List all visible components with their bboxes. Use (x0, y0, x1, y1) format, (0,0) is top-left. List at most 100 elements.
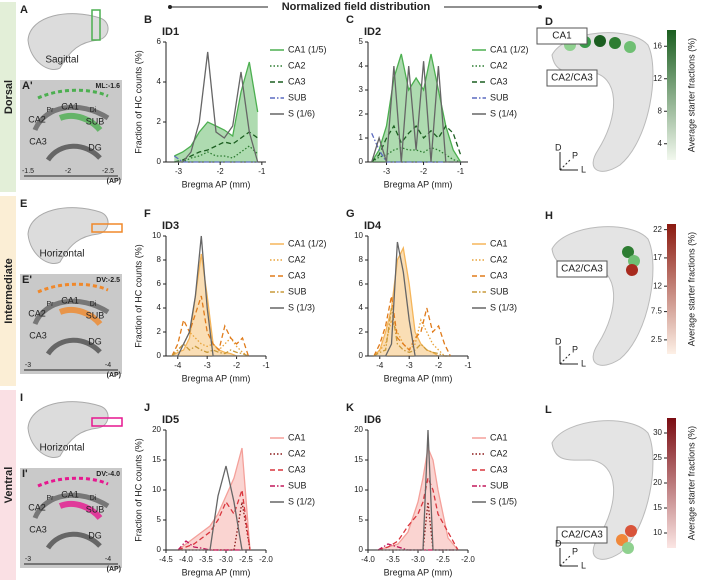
y-tick-label: 2 (359, 327, 364, 336)
x-tick-label: -3 (204, 361, 212, 370)
colorbar-title: Average starter fractions (%) (686, 232, 696, 346)
y-tick-label: 3 (359, 85, 364, 94)
y-tick-label: 10 (152, 485, 161, 494)
series-line (177, 540, 250, 551)
series-line (174, 145, 259, 163)
legend-label: S (1/4) (490, 108, 517, 118)
panel-letter: I' (22, 468, 28, 480)
arc-dots (37, 88, 109, 100)
x-tick-label: -3.5 (386, 555, 400, 564)
callout-box (556, 526, 608, 544)
series-line (171, 343, 249, 357)
y-tick-label: 0 (157, 545, 162, 554)
legend-label: CA3 (490, 464, 508, 474)
legend-label: S (1/6) (288, 108, 315, 118)
region-label: Di (90, 107, 97, 114)
x-tick-label: -1 (464, 361, 472, 370)
panel-letter: B (144, 14, 152, 26)
legend-label: CA2 (490, 60, 508, 70)
x-tick-label: -3.5 (199, 555, 213, 564)
callout-box (556, 260, 608, 278)
y-tick-label: 0 (157, 351, 162, 360)
section-tick: -2 (65, 168, 71, 175)
axis-label: L (581, 358, 586, 368)
y-axis-label: Fraction of HC counts (%) (133, 244, 143, 348)
legend-label: CA2 (490, 254, 508, 264)
legend-label: S (1/5) (490, 496, 517, 506)
y-axis-label: Fraction of HC counts (%) (133, 438, 143, 542)
colorbar (667, 30, 676, 160)
callout-box (536, 27, 588, 45)
section-unit: (AP) (107, 372, 121, 379)
view-label: Horizontal (39, 443, 84, 454)
section-unit: (AP) (107, 178, 121, 185)
colorbar-tick-label: 8 (658, 106, 663, 115)
header-dot (168, 5, 172, 9)
region-label: CA2 (28, 114, 46, 124)
hippocampus-3d (551, 420, 654, 560)
y-tick-label: 15 (354, 455, 363, 464)
starter-dot (625, 525, 637, 537)
panel-letter: D (545, 16, 553, 28)
y-tick-label: 6 (157, 37, 162, 46)
legend-label: SUB (288, 92, 307, 102)
callout-box (546, 69, 598, 87)
series-area (378, 448, 458, 550)
panel-letter: H (545, 210, 553, 222)
region-label: DG (88, 530, 102, 540)
panel-letter: K (346, 402, 354, 414)
colorbar-tick-label: 17 (653, 253, 662, 262)
x-tick-label: -4 (376, 361, 384, 370)
colorbar-tick-label: 20 (653, 478, 662, 487)
x-tick-label: -3 (175, 167, 183, 176)
starter-dot (594, 35, 606, 47)
panel-letter: A (20, 4, 28, 16)
y-tick-label: 10 (152, 231, 161, 240)
axis-label: L (581, 164, 586, 174)
legend-label: SUB (490, 286, 509, 296)
x-tick-label: -2.0 (461, 555, 475, 564)
series-area (373, 248, 451, 356)
panel-letter: F (144, 208, 151, 220)
x-tick-label: -1 (258, 167, 266, 176)
y-tick-label: 2 (359, 109, 364, 118)
region-label: CA1 (61, 295, 79, 305)
legend-label: CA2 (490, 448, 508, 458)
region-label: CA1 (61, 489, 79, 499)
colorbar-tick-label: 16 (653, 41, 662, 50)
x-axis-label: Bregma AP (mm) (182, 567, 251, 577)
roi-box (91, 223, 123, 233)
chart-title: ID2 (364, 26, 381, 38)
starter-dot (624, 41, 636, 53)
x-tick-label: -3.0 (219, 555, 233, 564)
row-label: Intermediate (3, 258, 15, 323)
colorbar-tick-label: 30 (653, 428, 662, 437)
y-tick-label: 20 (152, 425, 161, 434)
series-line (378, 429, 458, 551)
x-tick-label: -4 (174, 361, 182, 370)
y-tick-label: 0 (359, 545, 364, 554)
region-label: DG (88, 142, 102, 152)
header-dot (538, 5, 542, 9)
legend-label: S (1/3) (490, 302, 517, 312)
series-line (373, 307, 451, 357)
x-tick-label: -2.5 (436, 555, 450, 564)
y-tick-label: 0 (359, 157, 364, 166)
section-unit: (AP) (107, 566, 121, 573)
view-label: Sagittal (45, 55, 78, 66)
starter-dot (622, 542, 634, 554)
legend-label: CA3 (288, 270, 306, 280)
axis-arrow (559, 555, 571, 567)
row-label: Dorsal (3, 80, 15, 114)
legend-label: CA1 (1/2) (288, 238, 327, 248)
callout-label: CA2/CA3 (551, 73, 593, 84)
colorbar-tick-label: 25 (653, 453, 662, 462)
y-tick-label: 5 (359, 515, 364, 524)
roi-box (91, 9, 101, 41)
chart-title: ID4 (364, 220, 382, 232)
colorbar-tick-label: 4 (658, 139, 663, 148)
legend-label: CA2 (288, 448, 306, 458)
y-tick-label: 2 (157, 327, 162, 336)
arc-dots (37, 476, 109, 488)
y-tick-label: 6 (359, 279, 364, 288)
